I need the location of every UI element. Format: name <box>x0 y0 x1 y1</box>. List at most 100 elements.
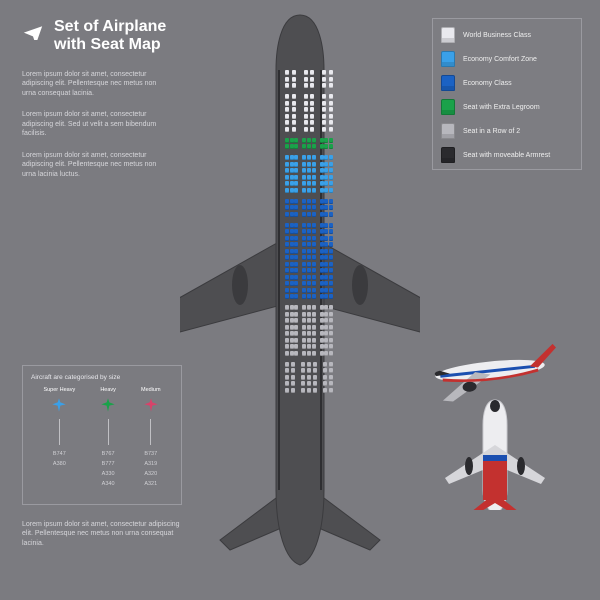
seat <box>285 368 289 373</box>
seat <box>324 242 328 247</box>
seat-row <box>285 181 333 186</box>
seat <box>307 249 311 254</box>
seat <box>302 318 306 323</box>
seat-row <box>285 275 333 280</box>
seat <box>324 144 328 149</box>
seat-row <box>285 242 333 247</box>
seat <box>294 275 298 280</box>
seat <box>285 312 289 317</box>
seat <box>320 138 324 143</box>
seat <box>307 325 311 330</box>
aisle <box>298 70 301 75</box>
seat <box>313 388 317 393</box>
seat <box>302 351 306 356</box>
seat <box>290 155 294 160</box>
aisle <box>317 94 320 99</box>
seat <box>304 120 308 125</box>
cabin-block <box>285 362 333 393</box>
category-connector <box>150 419 151 445</box>
seat <box>320 199 324 204</box>
seat <box>304 101 308 106</box>
seat <box>310 77 314 82</box>
seat <box>312 268 316 273</box>
aisle <box>317 127 320 132</box>
seat <box>329 144 333 149</box>
aisle <box>298 127 301 132</box>
seat <box>304 114 308 119</box>
seat <box>285 275 289 280</box>
seat <box>285 127 289 132</box>
seat <box>294 242 298 247</box>
legend-swatch <box>441 75 455 91</box>
seat <box>301 368 305 373</box>
seat <box>294 223 298 228</box>
seat <box>285 107 289 112</box>
legend-swatch <box>441 51 455 67</box>
seat <box>304 94 308 99</box>
seat <box>312 138 316 143</box>
seat <box>294 288 298 293</box>
seat <box>304 70 308 75</box>
page-title-line1: Set of Airplane <box>54 18 166 36</box>
seat <box>320 312 324 317</box>
seat <box>292 94 296 99</box>
aisle <box>299 236 302 241</box>
aisle <box>316 268 319 273</box>
aisle <box>316 351 319 356</box>
seat-row <box>285 368 333 373</box>
category-connector <box>59 419 60 445</box>
seat <box>312 168 316 173</box>
seat <box>324 294 328 299</box>
seat <box>290 162 294 167</box>
seat <box>320 294 324 299</box>
seat <box>329 168 333 173</box>
seat <box>307 175 311 180</box>
seat <box>294 199 298 204</box>
aisle <box>317 120 320 125</box>
seat <box>320 325 324 330</box>
seat-row <box>285 288 333 293</box>
seat <box>290 275 294 280</box>
seat <box>329 312 333 317</box>
aisle <box>299 305 302 310</box>
seat <box>324 262 328 267</box>
legend-row: Seat with moveable Armrest <box>441 147 573 163</box>
seat <box>294 351 298 356</box>
aisle <box>316 212 319 217</box>
seat <box>294 268 298 273</box>
seat <box>290 138 294 143</box>
seat <box>294 155 298 160</box>
aisle <box>316 242 319 247</box>
seat <box>294 344 298 349</box>
seat <box>304 77 308 82</box>
seat <box>320 351 324 356</box>
seat <box>307 375 311 380</box>
seat <box>291 381 295 386</box>
seat <box>301 381 305 386</box>
seat <box>320 223 324 228</box>
aisle <box>316 229 319 234</box>
aisle <box>316 162 319 167</box>
seat <box>329 175 333 180</box>
aisle <box>316 312 319 317</box>
seat <box>329 255 333 260</box>
seat <box>294 255 298 260</box>
seat <box>285 83 289 88</box>
seat <box>313 381 317 386</box>
seat <box>285 262 289 267</box>
seat <box>294 262 298 267</box>
cabin-block <box>285 138 333 150</box>
seat <box>312 262 316 267</box>
airplane-icon <box>22 18 44 40</box>
seat <box>294 325 298 330</box>
seat <box>304 107 308 112</box>
seat <box>329 120 333 125</box>
seat <box>307 351 311 356</box>
aisle <box>316 236 319 241</box>
seat <box>320 249 324 254</box>
seat <box>294 175 298 180</box>
aisle <box>316 331 319 336</box>
seat <box>294 138 298 143</box>
seat <box>322 127 326 132</box>
seat-row <box>285 138 333 143</box>
